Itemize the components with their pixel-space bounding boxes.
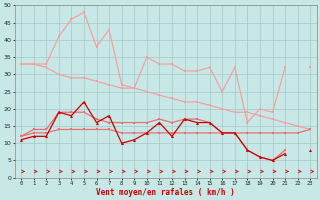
X-axis label: Vent moyen/en rafales ( km/h ): Vent moyen/en rafales ( km/h ) [96, 188, 235, 197]
